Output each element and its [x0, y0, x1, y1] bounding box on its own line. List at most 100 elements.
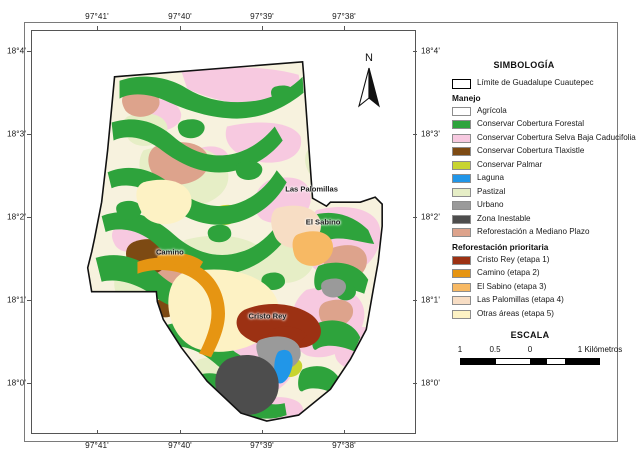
lon-tick-top-2: [180, 26, 181, 30]
lat-label-right-3: 18°2': [421, 212, 440, 222]
legend-swatch-cristo-rey: [452, 255, 471, 265]
lat-tick-left-3: [27, 217, 31, 218]
scale-title: ESCALA: [510, 330, 550, 340]
lon-label-bottom-2: 97°40': [168, 441, 192, 450]
legend-swatch-reforestacion-mediano-plazo: [452, 228, 471, 237]
lat-tick-right-3: [413, 217, 417, 218]
scale-seg-5: [564, 359, 599, 364]
legend-item-el-sabino[interactable]: El Sabino (etapa 3): [452, 281, 636, 294]
legend-label-reforestacion-mediano-plazo: Reforestación a Mediano Plazo: [477, 227, 590, 237]
lon-tick-bottom-4: [344, 430, 345, 434]
legend-label-laguna: Laguna: [477, 173, 505, 183]
legend-item-boundary[interactable]: Límite de Guadalupe Cuautepec: [452, 77, 636, 90]
lon-label-bottom-3: 97°39': [250, 441, 274, 450]
legend-group-title-manejo: Manejo: [452, 92, 481, 103]
municipal-boundary: [86, 60, 383, 422]
legend-item-pastizal[interactable]: Pastizal: [452, 186, 636, 199]
legend-item-otras-areas[interactable]: Otras áreas (etapa 5): [452, 308, 636, 321]
north-arrow-label: N: [365, 52, 373, 64]
lat-label-right-1: 18°4': [421, 46, 440, 56]
lat-label-right-2: 18°3': [421, 129, 440, 139]
lon-label-top-4: 97°38': [332, 12, 356, 21]
legend-item-cristo-rey[interactable]: Cristo Rey (etapa 1): [452, 254, 636, 267]
scale-seg-3: [530, 359, 548, 364]
legend-item-reforestacion-mediano-plazo[interactable]: Reforestación a Mediano Plazo: [452, 226, 636, 239]
lon-label-top-3: 97°39': [250, 12, 274, 21]
legend-swatch-boundary: [452, 78, 471, 89]
lat-tick-left-5: [27, 383, 31, 384]
legend-label-tlaxistle: Conservar Cobertura Tlaxistle: [477, 146, 585, 156]
legend-item-palmar[interactable]: Conservar Palmar: [452, 159, 636, 172]
legend-swatch-las-palomillas: [452, 296, 471, 305]
lat-tick-left-1: [27, 51, 31, 52]
lon-tick-bottom-2: [180, 430, 181, 434]
lon-label-bottom-4: 97°38': [332, 441, 356, 450]
lon-tick-top-1: [97, 26, 98, 30]
legend-item-cobertura-forestal[interactable]: Conservar Cobertura Forestal: [452, 118, 636, 131]
lat-tick-left-2: [27, 134, 31, 135]
legend-label-palmar: Conservar Palmar: [477, 159, 543, 169]
lat-label-right-5: 18°0': [421, 378, 440, 388]
scale-seg-4: [547, 359, 565, 364]
scale-tick-0: 0: [527, 345, 533, 354]
legend-item-camino[interactable]: Camino (etapa 2): [452, 267, 636, 280]
legend-swatch-zona-inestable: [452, 214, 471, 224]
legend-item-zona-inestable[interactable]: Zona Inestable: [452, 213, 636, 226]
legend-item-las-palomillas[interactable]: Las Palomillas (etapa 4): [452, 294, 636, 307]
map-panel[interactable]: Las Palomillas El Sabino Camino Cristo R…: [31, 30, 416, 434]
scale-bar-block: ESCALA 1 0.5 0 1 Kilómetros: [452, 330, 632, 365]
scale-tick-0-5: 0.5: [489, 345, 501, 354]
legend-swatch-camino: [452, 269, 471, 278]
legend-title: SIMBOLOGÍA: [493, 60, 555, 70]
legend-swatch-laguna: [452, 174, 471, 183]
lat-label-left-1: 18°4': [7, 46, 26, 56]
legend-swatch-cobertura-forestal: [452, 120, 471, 129]
legend-label-camino: Camino (etapa 2): [477, 268, 540, 278]
scale-bar: [460, 358, 600, 365]
legend-label-selva-baja-caducifolia: Conservar Cobertura Selva Baja Caducifol…: [477, 132, 636, 142]
legend-swatch-pastizal: [452, 187, 471, 197]
legend-label-cobertura-forestal: Conservar Cobertura Forestal: [477, 119, 585, 129]
legend-label-las-palomillas: Las Palomillas (etapa 4): [477, 295, 564, 305]
legend-label-cristo-rey: Cristo Rey (etapa 1): [477, 254, 550, 264]
legend-label-otras-areas: Otras áreas (etapa 5): [477, 308, 554, 318]
lat-label-left-5: 18°0': [7, 378, 26, 388]
scale-tick-labels: 1 0.5 0 1 Kilómetros: [452, 345, 622, 357]
lat-tick-right-5: [413, 383, 417, 384]
legend-label-el-sabino: El Sabino (etapa 3): [477, 281, 547, 291]
legend-swatch-otras-areas: [452, 309, 471, 319]
legend-item-tlaxistle[interactable]: Conservar Cobertura Tlaxistle: [452, 145, 636, 158]
legend-item-laguna[interactable]: Laguna: [452, 172, 636, 185]
north-arrow-icon: [358, 67, 380, 108]
scale-tick-1-km: 1 Kilómetros: [577, 345, 623, 354]
north-arrow: N: [352, 52, 386, 110]
lon-tick-bottom-1: [97, 430, 98, 434]
legend-label-pastizal: Pastizal: [477, 186, 506, 196]
lat-tick-right-2: [413, 134, 417, 135]
lon-tick-top-3: [262, 26, 263, 30]
legend-swatch-el-sabino: [452, 282, 471, 292]
lat-label-left-2: 18°3': [7, 129, 26, 139]
legend-label-boundary: Límite de Guadalupe Cuautepec: [477, 78, 594, 88]
legend-swatch-tlaxistle: [452, 147, 471, 156]
legend-swatch-urbano: [452, 201, 471, 210]
legend-swatch-selva-baja-caducifolia: [452, 133, 471, 143]
legend-group-title-reforestacion-prioritaria: Reforestación prioritaria: [452, 241, 549, 252]
scale-seg-2: [495, 359, 530, 364]
lat-tick-left-4: [27, 300, 31, 301]
map-canvas: [86, 60, 383, 422]
lon-tick-bottom-3: [262, 430, 263, 434]
lon-tick-top-4: [344, 26, 345, 30]
legend-label-urbano: Urbano: [477, 200, 504, 210]
legend-item-agricola[interactable]: Agrícola: [452, 105, 636, 118]
legend-swatch-palmar: [452, 160, 471, 170]
legend-item-urbano[interactable]: Urbano: [452, 199, 636, 212]
lon-label-bottom-1: 97°41': [85, 441, 109, 450]
legend-item-selva-baja-caducifolia[interactable]: Conservar Cobertura Selva Baja Caducifol…: [452, 132, 636, 145]
lat-label-left-4: 18°1': [7, 295, 26, 305]
lat-tick-right-4: [413, 300, 417, 301]
lat-tick-right-1: [413, 51, 417, 52]
legend: SIMBOLOGÍA Límite de Guadalupe Cuautepec…: [448, 60, 636, 321]
legend-label-agricola: Agrícola: [477, 105, 507, 115]
